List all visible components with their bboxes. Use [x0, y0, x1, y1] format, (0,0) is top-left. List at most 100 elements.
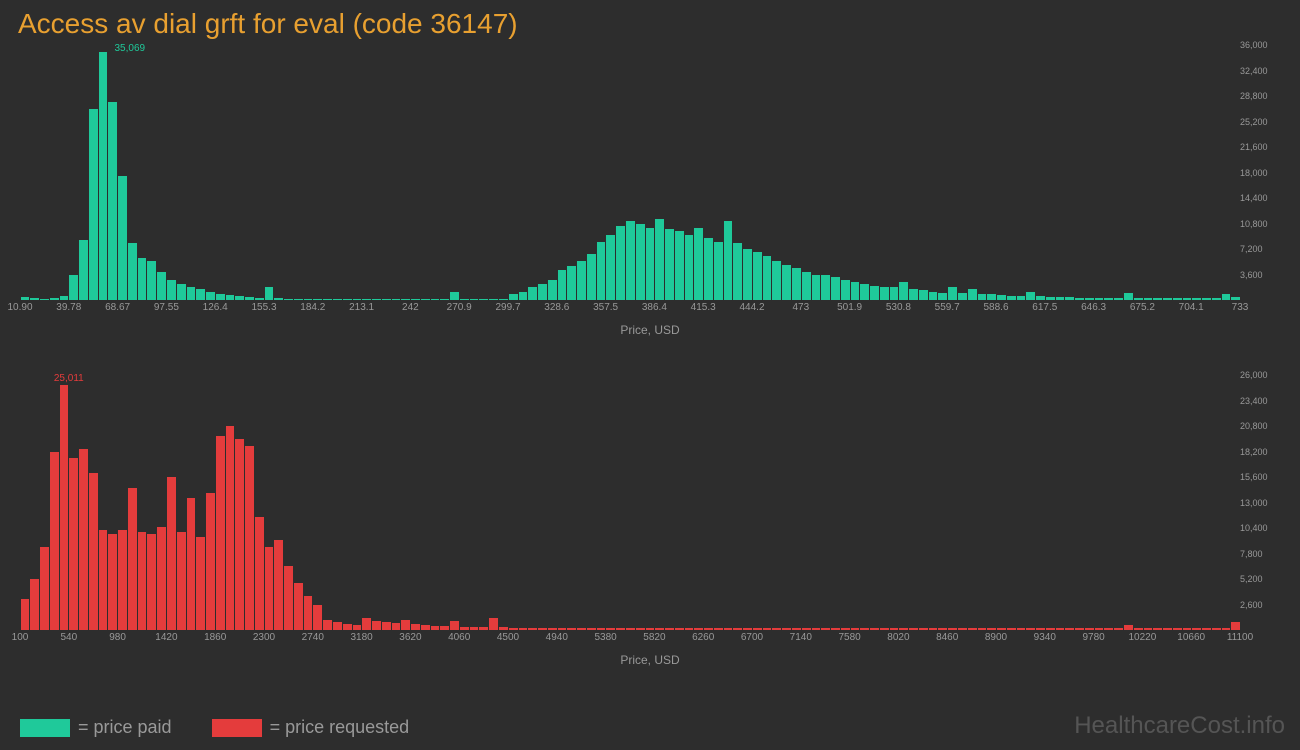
histogram-bar — [1065, 297, 1074, 300]
y-tick: 3,600 — [1240, 270, 1263, 280]
x-tick: 444.2 — [739, 302, 764, 313]
histogram-bar — [685, 235, 694, 300]
histogram-bar — [1134, 628, 1143, 630]
x-tick: 559.7 — [935, 302, 960, 313]
x-tick: 473 — [792, 302, 809, 313]
histogram-bar — [577, 261, 586, 300]
histogram-bar — [802, 628, 811, 630]
x-tick: 126.4 — [203, 302, 228, 313]
histogram-bar — [235, 439, 244, 630]
histogram-bar — [733, 243, 742, 300]
histogram-bar — [655, 628, 664, 630]
x-tick: 1420 — [155, 632, 177, 643]
histogram-bar — [1212, 628, 1221, 630]
chart-price-paid: 35,069 10.9039.7868.6797.55126.4155.3184… — [10, 45, 1290, 345]
histogram-bar — [558, 270, 567, 300]
histogram-bar — [1085, 298, 1094, 300]
histogram-bar — [997, 295, 1006, 300]
y-tick: 13,000 — [1240, 498, 1268, 508]
histogram-bar — [489, 618, 498, 630]
x-tick: 213.1 — [349, 302, 374, 313]
histogram-bar — [333, 622, 342, 630]
histogram-bar — [1173, 298, 1182, 300]
histogram-bar — [724, 221, 733, 300]
y-tick: 36,000 — [1240, 40, 1268, 50]
histogram-bar — [870, 286, 879, 300]
histogram-bar — [362, 618, 371, 630]
histogram-bar — [167, 477, 176, 630]
x-tick: 7580 — [838, 632, 860, 643]
y-tick: 23,400 — [1240, 396, 1268, 406]
histogram-bar — [841, 628, 850, 630]
histogram-bar — [470, 627, 479, 630]
histogram-bar — [1104, 628, 1113, 630]
histogram-bar — [704, 238, 713, 300]
x-tick: 68.67 — [105, 302, 130, 313]
y-tick: 14,400 — [1240, 193, 1268, 203]
histogram-bar — [1104, 298, 1113, 300]
histogram-bar — [978, 294, 987, 300]
x-tick: 4500 — [497, 632, 519, 643]
histogram-bar — [245, 297, 254, 300]
x-tick: 5380 — [594, 632, 616, 643]
histogram-bar — [294, 583, 303, 630]
histogram-bar — [851, 628, 860, 630]
histogram-bar — [69, 458, 78, 630]
histogram-bar — [929, 292, 938, 301]
legend-item-paid: = price paid — [20, 717, 172, 738]
histogram-bar — [1192, 628, 1201, 630]
x-tick: 2300 — [253, 632, 275, 643]
histogram-bar — [157, 272, 166, 300]
y-tick: 2,600 — [1240, 600, 1263, 610]
histogram-bar — [323, 620, 332, 630]
x-tick: 4940 — [546, 632, 568, 643]
histogram-bar — [1056, 297, 1065, 300]
x-tick: 6260 — [692, 632, 714, 643]
x-tick: 242 — [402, 302, 419, 313]
x-tick: 10.90 — [7, 302, 32, 313]
histogram-bar — [226, 295, 235, 300]
x-tick: 6700 — [741, 632, 763, 643]
histogram-bar — [626, 628, 635, 630]
histogram-bar — [1017, 296, 1026, 300]
histogram-bar — [919, 290, 928, 300]
histogram-bar — [392, 623, 401, 630]
histogram-bar — [353, 299, 362, 300]
legend-label-paid: = price paid — [78, 717, 172, 738]
histogram-bar — [714, 628, 723, 630]
histogram-bar — [450, 621, 459, 630]
histogram-bar — [743, 628, 752, 630]
histogram-bar — [60, 385, 69, 630]
histogram-bar — [30, 298, 39, 300]
histogram-bar — [118, 530, 127, 630]
histogram-bar — [1202, 628, 1211, 630]
histogram-bar — [655, 219, 664, 300]
histogram-bar — [118, 176, 127, 300]
histogram-bar — [733, 628, 742, 630]
histogram-bar — [675, 628, 684, 630]
histogram-bar — [1085, 628, 1094, 630]
histogram-bar — [177, 284, 186, 300]
y-tick: 26,000 — [1240, 370, 1268, 380]
y-tick: 7,200 — [1240, 244, 1263, 254]
histogram-bar — [479, 627, 488, 630]
histogram-bar — [821, 628, 830, 630]
y-axis-paid: 3,6007,20010,80014,40018,00021,60025,200… — [1240, 45, 1275, 300]
x-tick: 299.7 — [495, 302, 520, 313]
histogram-bar — [128, 243, 137, 300]
histogram-bar — [1056, 628, 1065, 630]
histogram-bar — [265, 287, 274, 300]
histogram-bar — [860, 628, 869, 630]
histogram-bar — [968, 628, 977, 630]
histogram-bar — [948, 628, 957, 630]
histogram-bar — [392, 299, 401, 300]
histogram-bar — [929, 628, 938, 630]
histogram-bar — [675, 231, 684, 300]
histogram-bar — [548, 280, 557, 300]
x-tick: 184.2 — [300, 302, 325, 313]
histogram-bar — [558, 628, 567, 630]
x-tick: 2740 — [302, 632, 324, 643]
histogram-bar — [50, 298, 59, 300]
histogram-bar — [79, 449, 88, 630]
x-axis-requested: 1005409801420186023002740318036204060450… — [20, 632, 1240, 647]
